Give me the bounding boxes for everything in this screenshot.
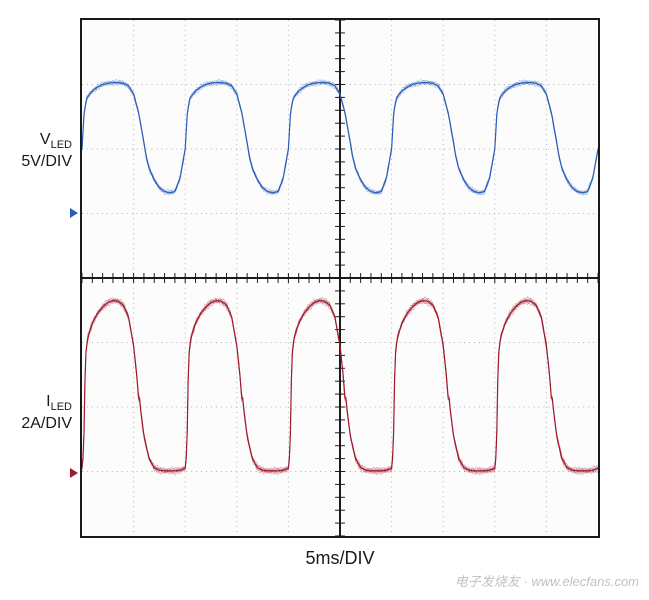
ch2-scale: 2A/DIV [21,415,72,432]
timebase-label: 5ms/DIV [80,548,600,569]
ch2-label: ILED 2A/DIV [0,392,72,434]
ch1-name-prefix: V [40,131,51,148]
ch2-name-sub: LED [51,401,72,413]
oscilloscope-plot-area [80,18,600,538]
ch1-zero-marker [70,208,78,218]
figure-root: VLED 5V/DIV ILED 2A/DIV 5ms/DIV 电子发烧友 · … [0,0,649,600]
ch1-name-sub: LED [51,139,72,151]
ch2-zero-marker [70,468,78,478]
watermark-text: 电子发烧友 · www.elecfans.com [455,571,639,590]
ch1-label: VLED 5V/DIV [0,130,72,172]
ch1-scale: 5V/DIV [21,153,72,170]
plot-svg [82,20,598,536]
